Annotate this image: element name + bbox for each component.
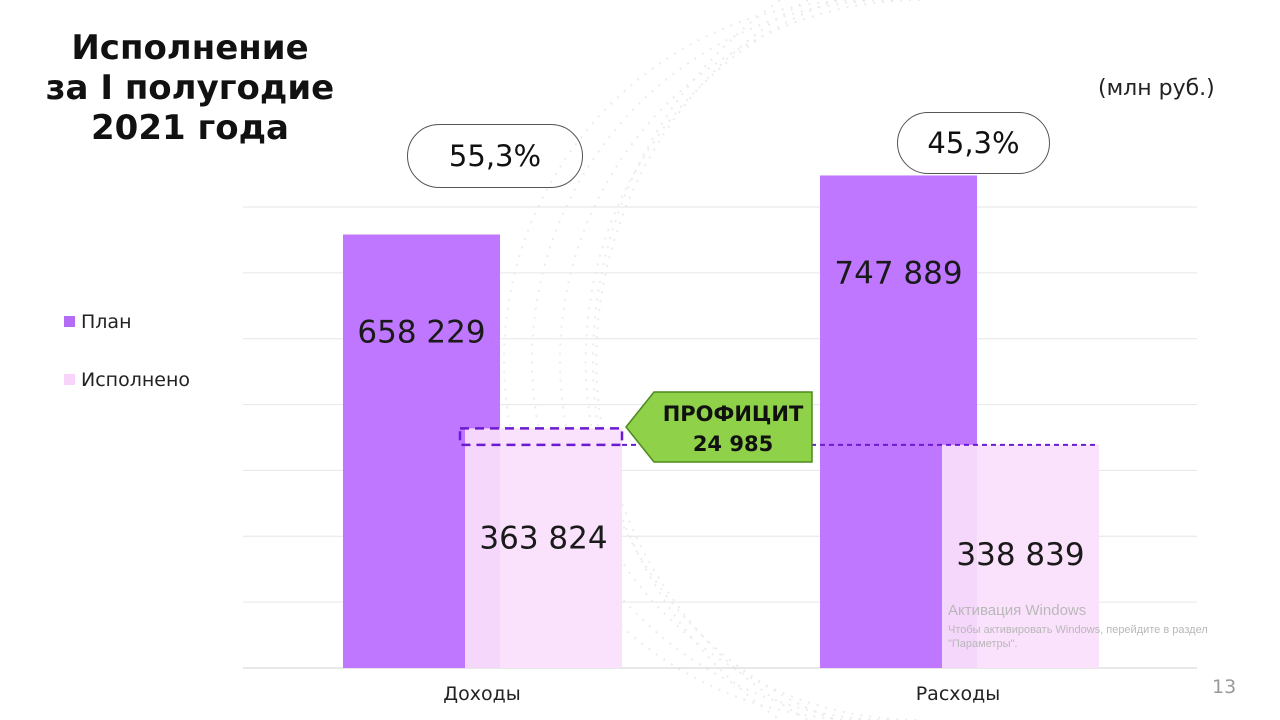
bar-done-0: [465, 428, 622, 668]
watermark-text: Чтобы активировать Windows, перейдите в …: [948, 624, 1208, 650]
legend-item-plan: План: [64, 311, 132, 333]
title-line: 2021 года: [91, 108, 289, 148]
surplus-callout: [625, 391, 813, 463]
page-number: 13: [1212, 676, 1237, 698]
units-label: (млн руб.): [1098, 76, 1215, 101]
slide-title: Исполнение за I полугодие 2021 года: [30, 28, 350, 148]
legend-swatch-plan: [64, 316, 75, 327]
surplus-label: ПРОФИЦИТ: [663, 402, 804, 426]
data-label-done-0: 363 824: [479, 520, 607, 556]
legend-swatch-done: [64, 374, 75, 385]
decorative-arc: [595, 0, 809, 720]
expense-percent-badge: 45,3%: [897, 112, 1050, 174]
income-percent-badge: 55,3%: [407, 124, 583, 188]
watermark-title: Активация Windows: [948, 602, 1087, 619]
data-label-plan-0: 658 229: [357, 315, 485, 351]
legend-label-done: Исполнено: [81, 369, 191, 391]
title-line: за I полугодие: [45, 68, 335, 108]
decorative-arc: [584, 0, 837, 720]
legend-item-done: Исполнено: [64, 369, 190, 391]
data-label-done-1: 338 839: [956, 537, 1084, 573]
surplus-bracket: [458, 427, 624, 447]
windows-activation-watermark: Активация Windows Чтобы активировать Win…: [948, 602, 1248, 651]
legend-label-plan: План: [81, 311, 132, 333]
title-line: Исполнение: [71, 28, 309, 68]
category-label-1: Расходы: [916, 683, 1001, 705]
bar-done-1: [942, 444, 1099, 668]
category-label-0: Доходы: [443, 683, 520, 705]
surplus-value: 24 985: [693, 432, 773, 456]
data-label-plan-1: 747 889: [834, 255, 962, 291]
